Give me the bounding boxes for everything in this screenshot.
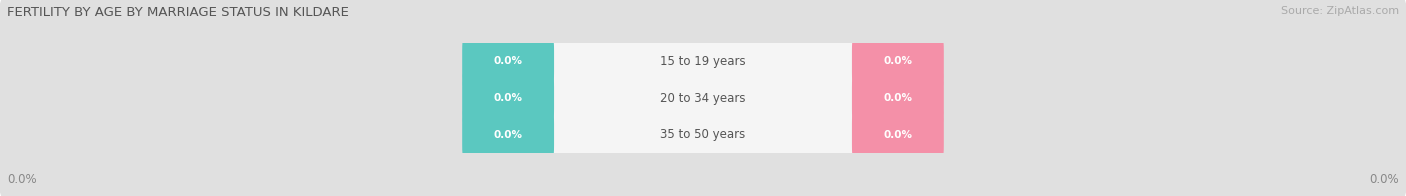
Text: Source: ZipAtlas.com: Source: ZipAtlas.com: [1281, 6, 1399, 16]
FancyBboxPatch shape: [0, 30, 1406, 166]
Text: 0.0%: 0.0%: [494, 93, 523, 103]
FancyBboxPatch shape: [463, 66, 554, 130]
Text: 0.0%: 0.0%: [1369, 173, 1399, 186]
FancyBboxPatch shape: [551, 56, 855, 140]
Text: FERTILITY BY AGE BY MARRIAGE STATUS IN KILDARE: FERTILITY BY AGE BY MARRIAGE STATUS IN K…: [7, 6, 349, 19]
FancyBboxPatch shape: [0, 0, 1406, 130]
FancyBboxPatch shape: [551, 20, 855, 103]
Text: 35 to 50 years: 35 to 50 years: [661, 128, 745, 141]
Text: 0.0%: 0.0%: [883, 56, 912, 66]
Text: 20 to 34 years: 20 to 34 years: [661, 92, 745, 104]
FancyBboxPatch shape: [852, 66, 943, 130]
Text: 0.0%: 0.0%: [883, 130, 912, 140]
FancyBboxPatch shape: [0, 66, 1406, 196]
Text: 0.0%: 0.0%: [494, 130, 523, 140]
FancyBboxPatch shape: [463, 102, 554, 167]
FancyBboxPatch shape: [463, 29, 554, 94]
Text: 0.0%: 0.0%: [883, 93, 912, 103]
Text: 15 to 19 years: 15 to 19 years: [661, 55, 745, 68]
FancyBboxPatch shape: [551, 93, 855, 176]
FancyBboxPatch shape: [852, 29, 943, 94]
Text: 0.0%: 0.0%: [7, 173, 37, 186]
FancyBboxPatch shape: [852, 102, 943, 167]
Legend: Married, Unmarried: Married, Unmarried: [620, 193, 786, 196]
Text: 0.0%: 0.0%: [494, 56, 523, 66]
